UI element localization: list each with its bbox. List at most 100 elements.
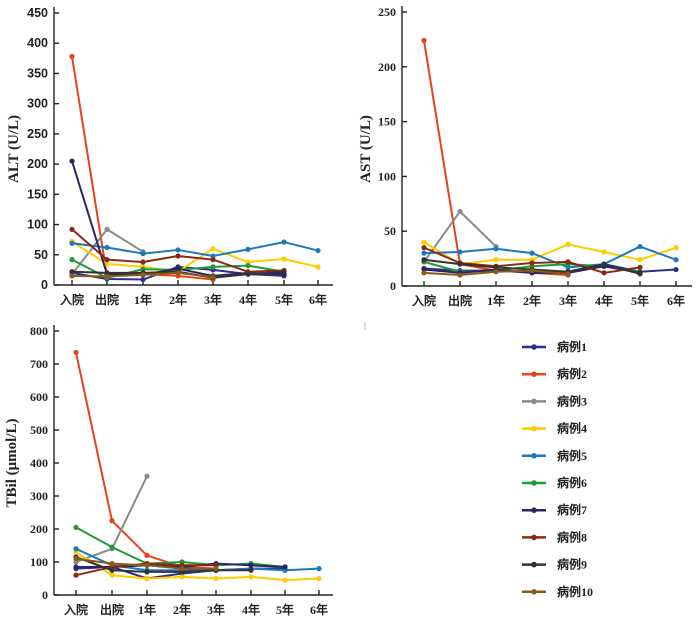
ast-data-point (565, 241, 571, 247)
ast-data-point (421, 250, 427, 256)
alt-data-point (104, 270, 110, 276)
tbil-data-point (144, 473, 150, 479)
alt-data-point (69, 226, 75, 232)
legend-item: 病例7 (522, 502, 587, 517)
alt-data-point (140, 266, 146, 272)
legend-swatch-marker (531, 344, 537, 350)
tbil-data-point (73, 349, 79, 356)
alt-y-tick-label: 300 (27, 97, 48, 111)
tbil-data-point (179, 574, 185, 580)
ast-y-tick-label: 100 (378, 169, 396, 183)
alt-data-point (281, 269, 287, 275)
tbil-y-axis-title: TBil (μmol/L) (4, 419, 20, 508)
legend-label: 病例7 (557, 502, 587, 517)
tbil-series-line (75, 551, 320, 582)
tbil-data-point (213, 566, 219, 572)
alt-data-point (175, 253, 181, 259)
ast-data-point (457, 272, 463, 278)
tbil-series-line (75, 352, 217, 570)
alt-data-point (175, 247, 181, 253)
tbil-x-tick-label: 1年 (138, 602, 156, 617)
ast-x-tick-label: 2年 (523, 293, 541, 308)
alt-data-point (69, 53, 75, 60)
ast-series-10 (421, 268, 571, 278)
tbil-x-tick-label: 3年 (207, 602, 225, 617)
ast-data-point (565, 259, 571, 265)
ast-data-point (637, 271, 643, 277)
ast-series-3 (421, 208, 499, 265)
ast-x-tick-label: 6年 (667, 293, 685, 308)
tbil-y-tick-label: 800 (30, 324, 48, 338)
alt-data-point (210, 274, 216, 280)
alt-y-tick-label: 0 (41, 278, 48, 292)
ast-series-line (423, 245, 677, 269)
legend-item: 病例8 (522, 529, 587, 544)
alt-data-point (104, 257, 110, 263)
tbil-data-point (248, 562, 254, 568)
tbil-x-tick-label: 出院 (100, 602, 124, 617)
ast-data-point (565, 271, 571, 277)
tbil-data-point (144, 575, 150, 582)
legend-swatch-marker (531, 480, 537, 486)
legend-label: 病例9 (557, 557, 587, 572)
legend-label: 病例4 (557, 421, 587, 436)
alt-data-point (69, 269, 75, 275)
legend-label: 病例10 (557, 584, 593, 599)
legend-label: 病例3 (557, 393, 587, 408)
alt-series-10 (69, 270, 216, 280)
alt-y-tick-label: 350 (27, 66, 48, 80)
alt-x-tick-label: 3年 (204, 292, 222, 307)
alt-data-point (245, 259, 251, 265)
ast-data-point (637, 264, 643, 270)
alt-data-point (140, 259, 146, 265)
ast-y-tick-label: 150 (378, 115, 396, 129)
ast-y-axis-title: AST (U/L) (358, 115, 374, 183)
tbil-data-point (109, 572, 115, 578)
tbil-data-point (144, 552, 150, 559)
legend-item: 病例2 (522, 366, 587, 381)
tbil-data-point (109, 518, 115, 524)
alt-y-tick-label: 100 (27, 218, 48, 232)
ast-data-point (493, 264, 499, 270)
legend-swatch-marker (531, 507, 537, 513)
ast-data-point (421, 270, 427, 276)
tbil-data-point (109, 544, 115, 550)
alt-data-point (245, 263, 251, 269)
ast-data-point (529, 250, 535, 256)
tbil-data-point (73, 564, 79, 570)
tbil-y-tick-label: 100 (30, 555, 48, 569)
alt-data-point (140, 272, 146, 278)
alt-data-point (175, 270, 181, 276)
ast-series-2 (421, 37, 571, 278)
alt-chart: 0 50 100 150 200 250 300 350 400 450 入院 出院 1年 2年 3年 4年 5… (6, 6, 333, 307)
ast-data-point (601, 270, 607, 276)
tbil-data-point (179, 566, 185, 572)
legend-swatch-marker (531, 453, 537, 459)
ast-data-point (673, 257, 679, 263)
ast-data-point (601, 261, 607, 267)
ast-y-tick-label: 250 (378, 5, 396, 19)
ast-x-tick-label: 入院 (412, 293, 436, 308)
ast-data-point (457, 208, 463, 215)
alt-x-tick-label: 6年 (309, 292, 327, 307)
alt-data-point (281, 239, 287, 245)
alt-data-point (69, 158, 75, 164)
tbil-y-tick-label: 600 (30, 390, 48, 404)
ast-data-point (673, 266, 679, 273)
tbil-data-point (248, 574, 254, 580)
ast-data-point (421, 239, 427, 245)
alt-data-point (69, 273, 75, 279)
legend-item: 病例9 (522, 557, 587, 572)
ast-x-tick-label: 4年 (595, 293, 613, 308)
tbil-chart: 0 100 200 300 400 500 600 700 800 入院 出院 1年 2年 3年 4年 5年 6… (4, 324, 333, 617)
alt-x-tick-label: 5年 (275, 292, 293, 307)
ast-data-point (529, 260, 535, 266)
tbil-data-point (73, 556, 79, 562)
alt-x-tick-label: 1年 (134, 292, 152, 307)
legend-swatch-marker (531, 534, 537, 541)
ast-data-point (421, 257, 427, 263)
tbil-data-point (213, 575, 219, 582)
tbil-data-point (73, 524, 79, 530)
alt-data-point (245, 271, 251, 277)
